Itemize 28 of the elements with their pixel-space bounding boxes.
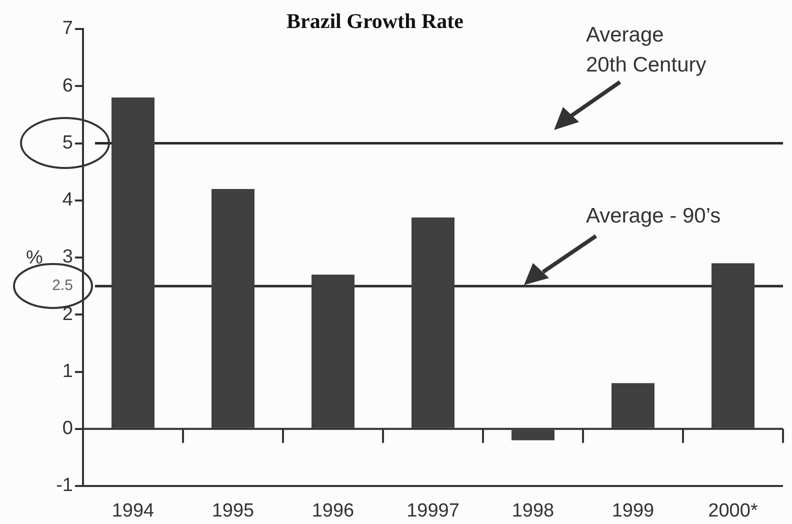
bar [712,263,754,428]
y-tick-label: -1 [56,475,73,496]
y-tick-label: 7 [62,18,73,40]
x-tick-label: 1994 [112,500,155,522]
x-tick-label: 19997 [406,500,460,522]
y-tick-label: 5 [62,132,73,154]
y-tick-label: 3 [62,246,73,268]
x-tick-label: 1998 [512,500,554,522]
x-tick-label: 2000* [708,500,758,522]
y-axis-title: % [26,248,43,269]
y-tick-label: 2 [62,304,73,325]
bar [212,188,254,428]
y-tick-label: 4 [62,190,74,211]
x-tick-label: 1995 [212,500,254,522]
y-tick-label: 2.5 [52,277,73,294]
y-tick-label: 1 [62,360,73,382]
x-tick-label: 1996 [312,500,354,522]
y-tick-label: 0 [62,418,73,440]
bar [512,430,554,440]
bar [112,98,154,428]
bar [412,218,454,428]
bar [612,383,654,428]
ref-line-label: Average - 90’s [586,204,721,228]
x-tick-label: 1999 [612,500,654,522]
chart-title: Brazil Growth Rate [286,8,464,33]
bar [312,274,354,428]
annotation: Average 20th Century [586,23,707,76]
y-tick-label: 6 [62,75,73,96]
